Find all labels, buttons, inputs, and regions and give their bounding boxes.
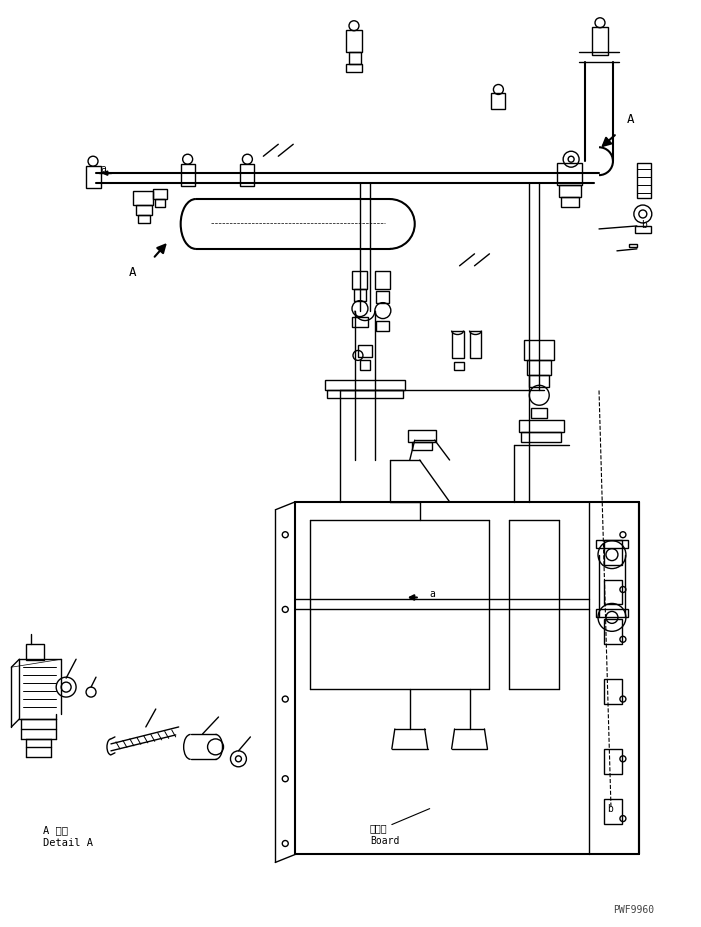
Bar	[604, 749, 622, 774]
Bar	[527, 361, 551, 375]
Bar	[604, 799, 622, 823]
Bar	[153, 189, 167, 199]
Bar	[604, 619, 622, 644]
Bar	[354, 288, 366, 300]
Bar	[27, 644, 44, 660]
Bar	[522, 432, 562, 442]
Bar	[86, 166, 101, 188]
Bar	[629, 244, 637, 247]
Bar	[325, 380, 404, 390]
Bar	[352, 317, 368, 326]
Bar	[596, 540, 628, 548]
Bar	[491, 94, 505, 109]
Bar	[138, 215, 150, 223]
Bar	[596, 609, 628, 617]
Bar	[562, 197, 579, 207]
Bar	[451, 331, 463, 359]
Text: b: b	[641, 220, 647, 230]
Text: Detail A: Detail A	[43, 839, 93, 848]
Bar	[454, 362, 463, 371]
Text: ボード: ボード	[370, 823, 388, 833]
Bar	[604, 679, 622, 704]
Bar	[181, 164, 195, 186]
Bar	[376, 291, 389, 302]
Bar	[375, 271, 390, 288]
Text: A 詳細: A 詳細	[43, 826, 68, 835]
Bar	[604, 579, 622, 604]
Bar	[529, 375, 549, 387]
Bar	[592, 27, 608, 55]
Text: b: b	[607, 804, 613, 814]
Bar	[358, 346, 372, 358]
Text: A: A	[129, 266, 137, 279]
Bar	[531, 408, 547, 418]
Bar	[133, 191, 153, 205]
Bar	[604, 540, 622, 565]
Bar	[352, 271, 367, 288]
Bar	[349, 52, 361, 64]
Bar	[376, 321, 389, 331]
Bar	[136, 205, 152, 215]
Bar	[327, 390, 403, 399]
Bar	[519, 420, 564, 432]
Text: a: a	[100, 164, 106, 174]
Bar	[557, 163, 582, 185]
Bar	[635, 226, 651, 233]
Bar	[408, 430, 435, 442]
Text: A: A	[627, 113, 634, 126]
Bar	[346, 64, 362, 71]
Bar	[411, 442, 432, 450]
Bar	[240, 164, 254, 186]
Bar	[155, 199, 165, 207]
Bar	[470, 331, 482, 359]
Text: a: a	[430, 590, 435, 600]
Bar	[559, 185, 581, 197]
Text: Board: Board	[370, 836, 400, 846]
Bar	[637, 163, 651, 198]
Bar	[346, 30, 362, 52]
Bar	[360, 361, 370, 371]
Bar	[524, 340, 554, 361]
Text: PWF9960: PWF9960	[613, 906, 654, 915]
